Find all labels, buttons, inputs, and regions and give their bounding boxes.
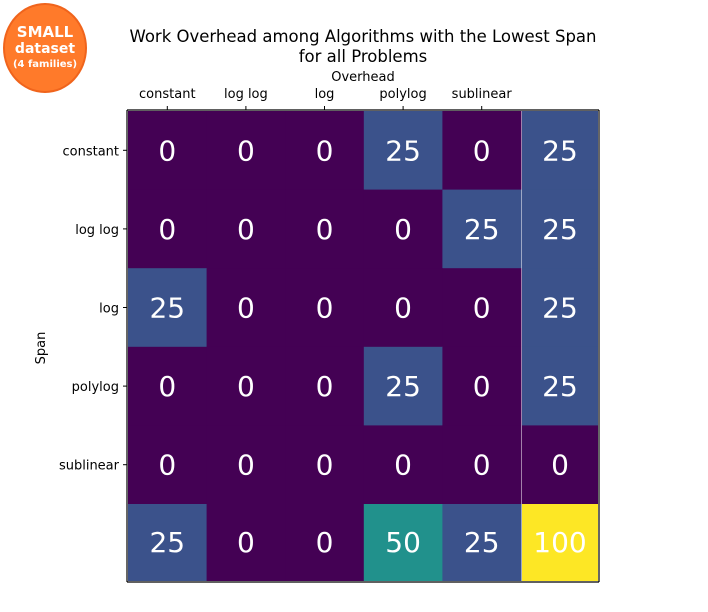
- row-total-cell: [522, 189, 598, 269]
- y-axis-label: Span: [34, 332, 49, 365]
- heatmap-cell: [363, 346, 443, 426]
- heatmap-cell: [363, 111, 443, 191]
- heatmap-cell: [128, 425, 208, 505]
- x-tick-label: constant: [139, 87, 196, 102]
- row-total-value: 25: [542, 292, 578, 325]
- heatmap-cell: [363, 268, 443, 348]
- column-total-value: 25: [149, 526, 185, 559]
- chart-title-line-1: Work Overhead among Algorithms with the …: [129, 27, 596, 46]
- heatmap-cell: [128, 268, 208, 348]
- column-total-cell: [206, 504, 286, 581]
- column-total-value: 25: [464, 526, 500, 559]
- heatmap-cell: [128, 189, 208, 269]
- heatmap-cell-value: 0: [316, 134, 334, 167]
- badge-line-1: SMALL: [16, 23, 74, 41]
- row-total-cell: [522, 111, 598, 191]
- heatmap-cell-value: 0: [316, 292, 334, 325]
- heatmap-cell-value: 0: [473, 134, 491, 167]
- heatmap-cell-value: 0: [158, 370, 176, 403]
- heatmap-cell-value: 0: [473, 449, 491, 482]
- grand-total-value: 100: [533, 526, 586, 559]
- heatmap-cell: [206, 268, 286, 348]
- x-tick-label: log log: [224, 87, 268, 102]
- chart-title-line-2: for all Problems: [299, 47, 428, 66]
- column-total-cell: [128, 504, 208, 581]
- heatmap-cell: [363, 425, 443, 505]
- heatmap-cell-value: 0: [237, 134, 255, 167]
- y-tick-label: log: [99, 302, 119, 317]
- heatmap-cell: [128, 111, 208, 191]
- column-total-cell: [285, 504, 365, 581]
- row-total-value: 25: [542, 134, 578, 167]
- heatmap-cell-value: 0: [237, 292, 255, 325]
- column-total-cell: [363, 504, 443, 581]
- row-total-value: 0: [551, 449, 569, 482]
- heatmap-cell: [442, 268, 522, 348]
- heatmap-cell-value: 0: [237, 213, 255, 246]
- column-total-value: 0: [316, 526, 334, 559]
- heatmap-cell-value: 0: [237, 370, 255, 403]
- heatmap-cell-value: 0: [316, 449, 334, 482]
- heatmap-cell-value: 0: [394, 449, 412, 482]
- heatmap-cell-value: 0: [394, 292, 412, 325]
- heatmap-cell: [285, 425, 365, 505]
- heatmap-cell: [442, 425, 522, 505]
- row-total-value: 25: [542, 370, 578, 403]
- heatmap-cell-value: 0: [158, 213, 176, 246]
- heatmap-cell: [363, 189, 443, 269]
- heatmap-cell-value: 25: [149, 292, 185, 325]
- badge-line-2: dataset: [14, 41, 76, 57]
- heatmap-cell-value: 25: [385, 134, 421, 167]
- y-tick-label: constant: [62, 144, 119, 159]
- heatmap-cell: [206, 346, 286, 426]
- x-axis-label: Overhead: [331, 70, 395, 85]
- y-tick-label: polylog: [72, 380, 119, 395]
- heatmap-cell: [442, 346, 522, 426]
- y-tick-label: log log: [75, 223, 119, 238]
- heatmap-cell-value: 0: [394, 213, 412, 246]
- heatmap-cell-value: 25: [385, 370, 421, 403]
- heatmap-cell-value: 0: [316, 213, 334, 246]
- row-total-cell: [522, 268, 598, 348]
- column-total-value: 50: [385, 526, 421, 559]
- heatmap-cell-value: 0: [237, 449, 255, 482]
- grand-total-cell: [522, 504, 598, 581]
- heatmap-cell-value: 0: [158, 134, 176, 167]
- heatmap-cell: [206, 111, 286, 191]
- y-tick-label: sublinear: [59, 459, 120, 474]
- row-total-value: 25: [542, 213, 578, 246]
- heatmap-cell: [442, 189, 522, 269]
- row-total-cell: [522, 425, 598, 505]
- x-tick-label: log: [315, 87, 335, 102]
- dataset-badge: SMALL dataset (4 families): [3, 3, 87, 93]
- heatmap-cell-value: 0: [473, 370, 491, 403]
- heatmap-cell: [206, 425, 286, 505]
- heatmap-cell: [285, 111, 365, 191]
- badge-line-3: (4 families): [12, 59, 78, 70]
- heatmap-cell: [285, 189, 365, 269]
- heatmap-cell-value: 0: [316, 370, 334, 403]
- column-total-cell: [442, 504, 522, 581]
- x-tick-label: polylog: [379, 87, 426, 102]
- heatmap-cell: [128, 346, 208, 426]
- heatmap-cell-value: 25: [464, 213, 500, 246]
- heatmap-cell: [285, 268, 365, 348]
- heatmap-cell: [442, 111, 522, 191]
- heatmap-cell-value: 0: [158, 449, 176, 482]
- row-total-cell: [522, 346, 598, 426]
- heatmap-cell-value: 0: [473, 292, 491, 325]
- heatmap-cell: [285, 346, 365, 426]
- column-total-value: 0: [237, 526, 255, 559]
- x-tick-label: sublinear: [452, 87, 513, 102]
- heatmap-cell: [206, 189, 286, 269]
